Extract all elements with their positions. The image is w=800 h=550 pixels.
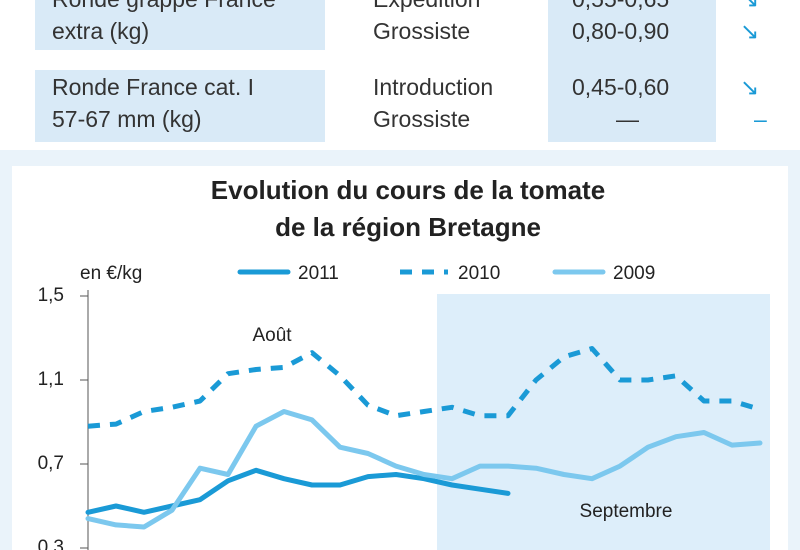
cell-bg (35, 0, 325, 50)
line-series (85, 409, 763, 530)
shade (437, 294, 770, 550)
legend-label: 2011 (298, 263, 339, 284)
annotation: Août (252, 325, 292, 346)
y-tick-label: 0,3 (38, 537, 64, 550)
trend: ↘↘ (740, 0, 760, 44)
stage: ExpéditionGrossiste (373, 0, 480, 44)
annotation: Septembre (580, 501, 673, 522)
legend-label: 2010 (458, 263, 500, 284)
trend: ↘ – (740, 74, 767, 132)
unit-label: en €/kg (80, 263, 142, 284)
price: 0,55-0,650,80-0,90 (572, 0, 670, 44)
y-tick-label: 0,7 (38, 453, 64, 474)
cell-bg (35, 70, 325, 142)
line-series (87, 346, 761, 429)
chart-title: Evolution du cours de la tomate (211, 175, 605, 205)
chart-title: de la région Bretagne (275, 212, 541, 242)
stage: Introduction Grossiste (373, 74, 494, 132)
product: Ronde grappe Franceextra (kg) (52, 0, 276, 44)
line-series (85, 467, 511, 515)
product: Ronde France cat. I 57-67 mm (kg) (52, 74, 254, 132)
price: 0,45-0,60— (572, 74, 670, 132)
y-tick-label: 1,1 (38, 369, 64, 390)
legend-label: 2009 (613, 263, 655, 284)
y-tick-label: 1,5 (38, 285, 64, 306)
cell-bg (548, 0, 716, 142)
